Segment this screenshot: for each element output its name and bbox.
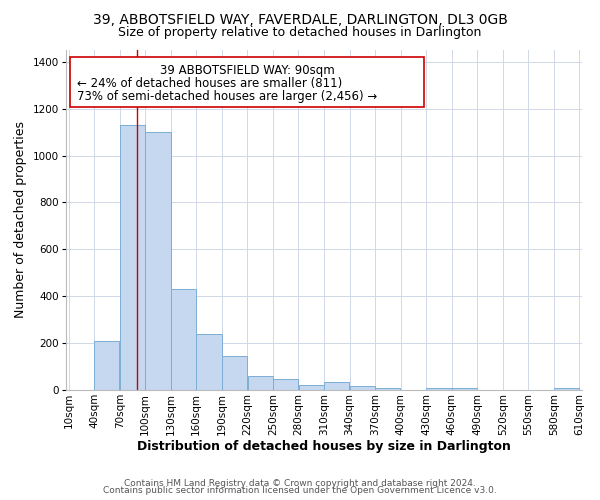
Bar — [222, 356, 247, 390]
Bar — [324, 382, 349, 390]
Bar — [120, 125, 145, 390]
Bar — [145, 132, 170, 390]
Text: 73% of semi-detached houses are larger (2,456) →: 73% of semi-detached houses are larger (… — [77, 90, 377, 103]
Bar — [299, 386, 324, 390]
Bar — [273, 380, 298, 390]
Bar — [350, 386, 375, 390]
Text: Contains HM Land Registry data © Crown copyright and database right 2024.: Contains HM Land Registry data © Crown c… — [124, 478, 476, 488]
Bar — [94, 341, 119, 390]
Text: Contains public sector information licensed under the Open Government Licence v3: Contains public sector information licen… — [103, 486, 497, 495]
Bar — [554, 388, 579, 390]
Text: ← 24% of detached houses are smaller (811): ← 24% of detached houses are smaller (81… — [77, 77, 343, 90]
Bar — [248, 376, 272, 390]
Bar — [376, 388, 400, 390]
Bar — [70, 57, 424, 108]
Bar — [196, 334, 221, 390]
Text: 39, ABBOTSFIELD WAY, FAVERDALE, DARLINGTON, DL3 0GB: 39, ABBOTSFIELD WAY, FAVERDALE, DARLINGT… — [92, 12, 508, 26]
Text: 39 ABBOTSFIELD WAY: 90sqm: 39 ABBOTSFIELD WAY: 90sqm — [160, 64, 334, 77]
X-axis label: Distribution of detached houses by size in Darlington: Distribution of detached houses by size … — [137, 440, 511, 454]
Bar — [452, 388, 477, 390]
Y-axis label: Number of detached properties: Number of detached properties — [14, 122, 27, 318]
Text: Size of property relative to detached houses in Darlington: Size of property relative to detached ho… — [118, 26, 482, 39]
Bar — [171, 289, 196, 390]
Bar — [427, 388, 452, 390]
